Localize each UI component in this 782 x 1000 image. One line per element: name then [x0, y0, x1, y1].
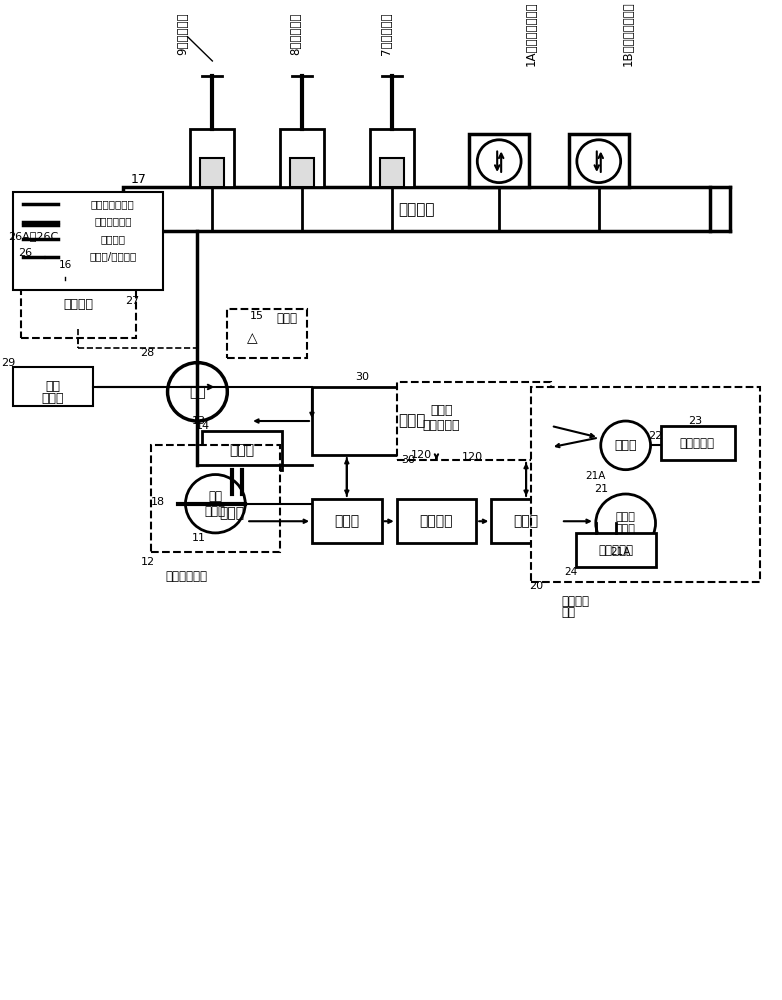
Text: 120: 120 [411, 450, 432, 460]
Text: 先导泵: 先导泵 [277, 312, 298, 325]
FancyBboxPatch shape [312, 387, 511, 455]
Text: 减速机: 减速机 [230, 443, 255, 457]
FancyBboxPatch shape [380, 158, 404, 187]
Circle shape [53, 254, 77, 277]
Text: 21A: 21A [586, 471, 606, 481]
Text: 7吊杆液压缸: 7吊杆液压缸 [380, 12, 393, 55]
FancyBboxPatch shape [370, 129, 414, 187]
FancyBboxPatch shape [203, 494, 262, 533]
Text: 11: 11 [192, 533, 206, 543]
Text: 26A～26C: 26A～26C [9, 231, 59, 241]
Text: 高压液压管路: 高压液压管路 [94, 217, 131, 227]
Text: 13: 13 [192, 416, 206, 426]
Text: 27: 27 [126, 296, 140, 306]
Text: 16: 16 [59, 260, 72, 270]
Text: △: △ [247, 331, 257, 345]
Circle shape [601, 421, 651, 470]
FancyBboxPatch shape [661, 426, 735, 460]
Circle shape [235, 321, 270, 356]
Text: 21: 21 [594, 484, 608, 494]
FancyBboxPatch shape [33, 280, 123, 329]
FancyBboxPatch shape [123, 187, 710, 231]
FancyBboxPatch shape [191, 129, 235, 187]
Text: 17: 17 [131, 173, 146, 186]
FancyBboxPatch shape [531, 387, 760, 582]
FancyBboxPatch shape [290, 158, 314, 187]
Text: 电动
发电机: 电动 发电机 [205, 490, 226, 518]
Text: 先导管路: 先导管路 [100, 234, 125, 244]
Text: 28: 28 [141, 348, 155, 358]
Text: 电动发电系统: 电动发电系统 [166, 570, 207, 583]
Text: 15: 15 [250, 311, 264, 321]
Text: 变换器: 变换器 [334, 514, 360, 528]
FancyBboxPatch shape [228, 309, 307, 358]
Text: 机械性动力系统: 机械性动力系统 [91, 199, 135, 209]
Text: 9铲斗液压缸: 9铲斗液压缸 [176, 12, 189, 55]
Text: 12: 12 [141, 557, 155, 567]
Text: 26: 26 [18, 248, 32, 258]
Text: 变换器: 变换器 [514, 514, 539, 528]
FancyBboxPatch shape [469, 134, 529, 187]
Text: 传感器: 传感器 [41, 392, 64, 405]
Text: 回转减速机: 回转减速机 [598, 544, 633, 557]
Text: 30: 30 [402, 455, 415, 465]
Text: 14: 14 [196, 421, 210, 431]
FancyBboxPatch shape [396, 499, 476, 543]
FancyBboxPatch shape [576, 533, 655, 567]
Text: 发动机: 发动机 [220, 506, 245, 520]
Text: 29: 29 [1, 358, 16, 368]
FancyBboxPatch shape [203, 431, 282, 470]
Text: 操作装置: 操作装置 [63, 298, 93, 311]
Text: 主泵: 主泵 [189, 385, 206, 399]
FancyBboxPatch shape [200, 158, 224, 187]
FancyBboxPatch shape [312, 499, 382, 543]
Circle shape [477, 140, 521, 183]
Text: 23: 23 [688, 416, 702, 426]
Text: 负荷驱动: 负荷驱动 [561, 595, 589, 608]
Text: 控制阀组: 控制阀组 [398, 202, 435, 217]
Text: 升降压
驱动控制部: 升降压 驱动控制部 [423, 404, 460, 432]
Circle shape [577, 140, 621, 183]
FancyBboxPatch shape [396, 382, 551, 460]
Text: 1A液压马达（右）: 1A液压马达（右） [525, 1, 537, 66]
Circle shape [167, 363, 228, 421]
Text: 系统: 系统 [561, 606, 575, 619]
FancyBboxPatch shape [13, 192, 163, 290]
FancyBboxPatch shape [280, 129, 324, 187]
Text: 压力: 压力 [45, 380, 60, 393]
Text: 20: 20 [529, 581, 543, 591]
Text: 分解器: 分解器 [615, 439, 637, 452]
Text: 控制器: 控制器 [398, 414, 425, 429]
Circle shape [185, 475, 246, 533]
FancyBboxPatch shape [21, 251, 136, 338]
Text: 18: 18 [151, 497, 165, 507]
FancyBboxPatch shape [13, 367, 93, 406]
Text: 22: 22 [648, 431, 662, 441]
Text: 30: 30 [355, 372, 369, 382]
Text: 24: 24 [565, 567, 577, 577]
Text: 电驱动/控制系统: 电驱动/控制系统 [89, 252, 136, 262]
Text: 1B液压马达（左）: 1B液压马达（左） [622, 1, 635, 66]
Text: 机械制动器: 机械制动器 [680, 437, 715, 450]
Circle shape [596, 494, 655, 552]
Text: 120: 120 [461, 452, 482, 462]
Text: 21A: 21A [611, 547, 631, 557]
Text: 回转用
电动机: 回转用 电动机 [615, 512, 636, 534]
FancyBboxPatch shape [569, 134, 629, 187]
FancyBboxPatch shape [491, 499, 561, 543]
Text: 8摇臂液压缸: 8摇臂液压缸 [289, 13, 303, 55]
FancyBboxPatch shape [151, 445, 280, 552]
Text: 蓄电机构: 蓄电机构 [420, 514, 454, 528]
